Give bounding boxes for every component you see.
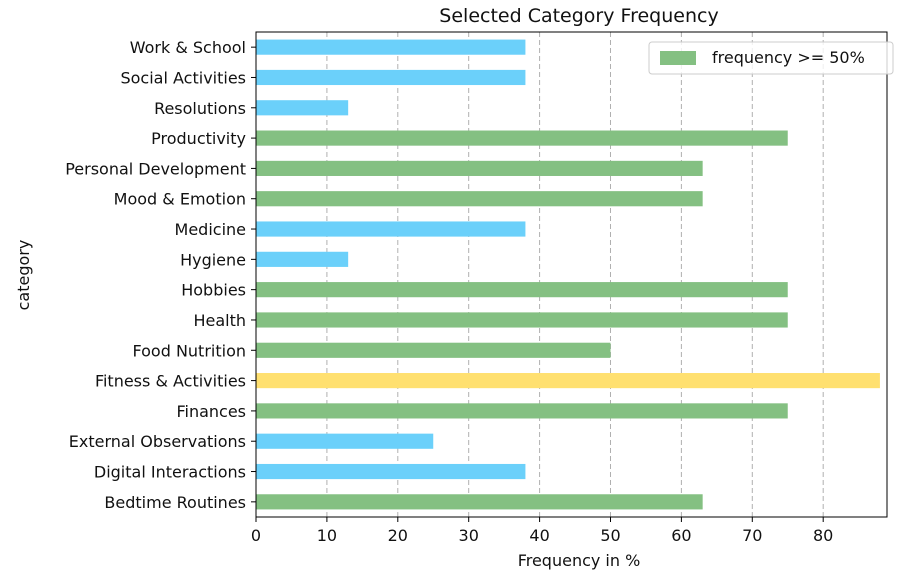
y-tick-label-food-nutrition: Food Nutrition [132,341,246,360]
bar-external-observations [256,433,434,449]
bar-digital-interactions [256,463,526,480]
x-axis-ticks: 0 10 20 30 40 50 60 70 80 [251,517,833,545]
y-tick-label-resolutions: Resolutions [154,99,246,118]
x-tick-label-10: 10 [317,526,337,545]
legend-label: frequency >= 50% [712,48,865,67]
legend-swatch [660,51,696,65]
plot-frame [255,31,888,518]
chart-title: Selected Category Frequency [439,5,718,27]
y-tick-label-personal-development: Personal Development [65,159,246,178]
x-axis-label: Frequency in % [518,551,641,570]
bar-mood-emotion [256,191,703,207]
bar-finances [256,403,788,419]
grid-lines [326,32,824,517]
bar-hygiene [256,251,349,267]
bar-medicine [256,221,526,237]
bar-social-activities [256,69,526,86]
y-tick-label-finances: Finances [176,402,246,421]
legend: frequency >= 50% [648,41,894,75]
bar-personal-development [256,160,703,176]
bar-hobbies [256,282,788,298]
y-tick-label-social-activities: Social Activities [120,68,246,87]
bar-resolutions [256,100,349,116]
bar-bedtime-routines [256,494,703,510]
y-tick-label-work-school: Work & School [130,38,246,57]
bars-group [256,39,880,510]
bar-health [256,312,788,328]
y-tick-label-digital-interactions: Digital Interactions [94,463,246,482]
x-tick-label-70: 70 [742,526,762,545]
bar-work-school [256,39,526,55]
x-tick-label-60: 60 [671,526,691,545]
x-tick-label-20: 20 [388,526,408,545]
y-axis-ticks: Work & School Social Activities Resolution… [65,38,256,512]
y-tick-label-fitness-activities: Fitness & Activities [95,372,246,391]
bar-productivity [256,130,788,146]
x-tick-label-40: 40 [529,526,549,545]
y-tick-label-productivity: Productivity [151,129,246,148]
y-tick-label-mood-emotion: Mood & Emotion [114,190,246,209]
bar-fitness-activities [256,373,880,389]
x-tick-label-30: 30 [459,526,479,545]
bar-food-nutrition [256,342,611,358]
y-tick-label-hygiene: Hygiene [180,250,246,269]
y-axis-label: category [14,240,33,311]
y-tick-label-medicine: Medicine [175,220,246,239]
y-tick-label-external-observations: External Observations [69,432,246,451]
x-tick-label-80: 80 [813,526,833,545]
y-tick-label-hobbies: Hobbies [181,281,246,300]
x-tick-label-50: 50 [600,526,620,545]
x-tick-label-0: 0 [251,526,261,545]
legend-box [648,41,894,75]
y-tick-label-health: Health [193,311,246,330]
y-tick-label-bedtime-routines: Bedtime Routines [104,493,246,512]
